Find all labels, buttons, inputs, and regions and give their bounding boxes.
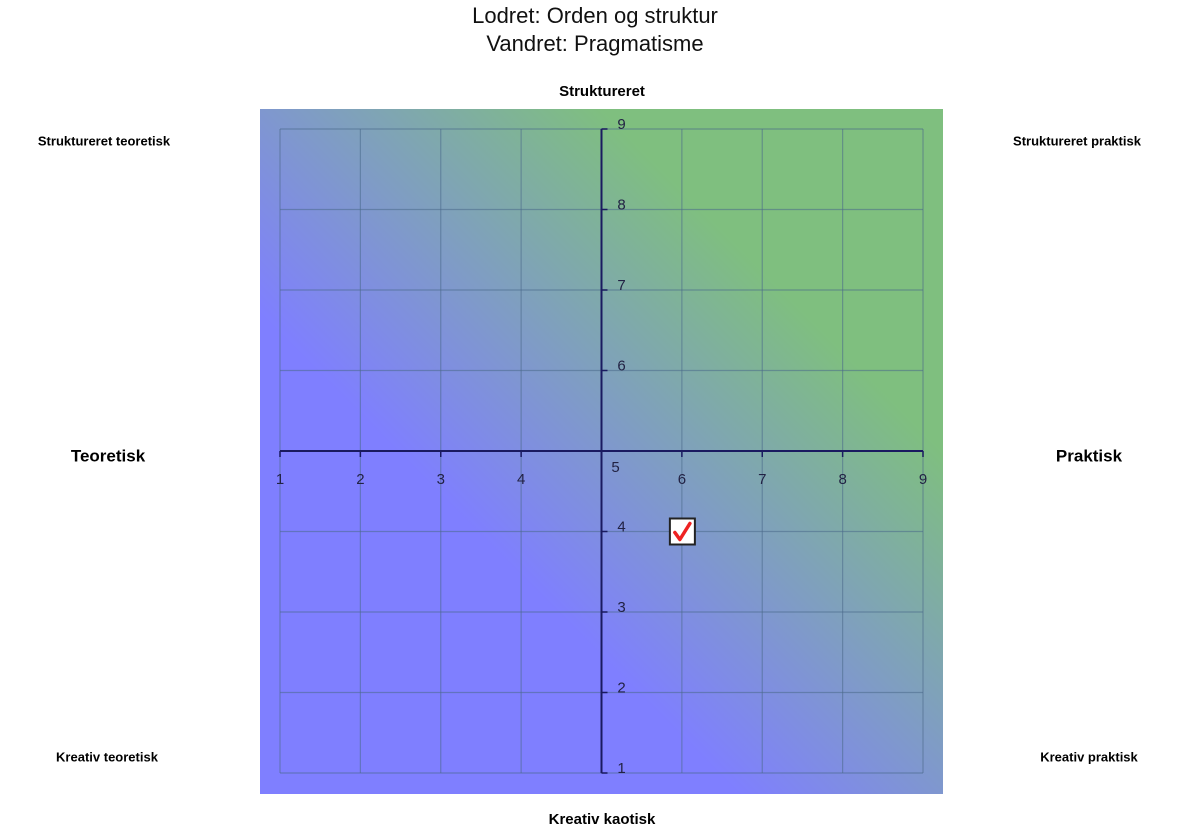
x-tick-label: 7: [758, 471, 766, 488]
x-tick-label: 9: [919, 471, 927, 488]
title-line: Vandret: Pragmatisme: [486, 31, 703, 56]
y-tick-label: 6: [617, 357, 625, 374]
left-label: Teoretisk: [71, 446, 146, 465]
x-tick-label: 4: [517, 471, 525, 488]
corner-label: Struktureret teoretisk: [38, 133, 171, 148]
y-tick-label: 9: [617, 116, 625, 133]
y-tick-label: 8: [617, 196, 625, 213]
x-tick-label: 1: [276, 471, 284, 488]
y-tick-label: 7: [617, 277, 625, 294]
x-tick-label: 5: [611, 459, 619, 476]
x-tick-label: 2: [356, 471, 364, 488]
marker-part: [673, 521, 692, 542]
corner-label: Struktureret praktisk: [1013, 133, 1142, 148]
title-line: Lodret: Orden og struktur: [472, 3, 718, 28]
x-tick-label: 8: [838, 471, 846, 488]
y-tick-label: 4: [617, 518, 625, 535]
y-tick-label: 2: [617, 679, 625, 696]
point-marker: [668, 517, 696, 546]
corner-label: Kreativ praktisk: [1040, 749, 1138, 764]
right-label: Praktisk: [1056, 446, 1123, 465]
corner-label: Kreativ teoretisk: [56, 749, 159, 764]
y-tick-label: 3: [617, 599, 625, 616]
bottom-label: Kreativ kaotisk: [549, 811, 656, 828]
y-tick-label: 1: [617, 760, 625, 777]
x-tick-label: 6: [678, 471, 686, 488]
top-label: Struktureret: [559, 83, 645, 100]
x-tick-label: 3: [437, 471, 445, 488]
